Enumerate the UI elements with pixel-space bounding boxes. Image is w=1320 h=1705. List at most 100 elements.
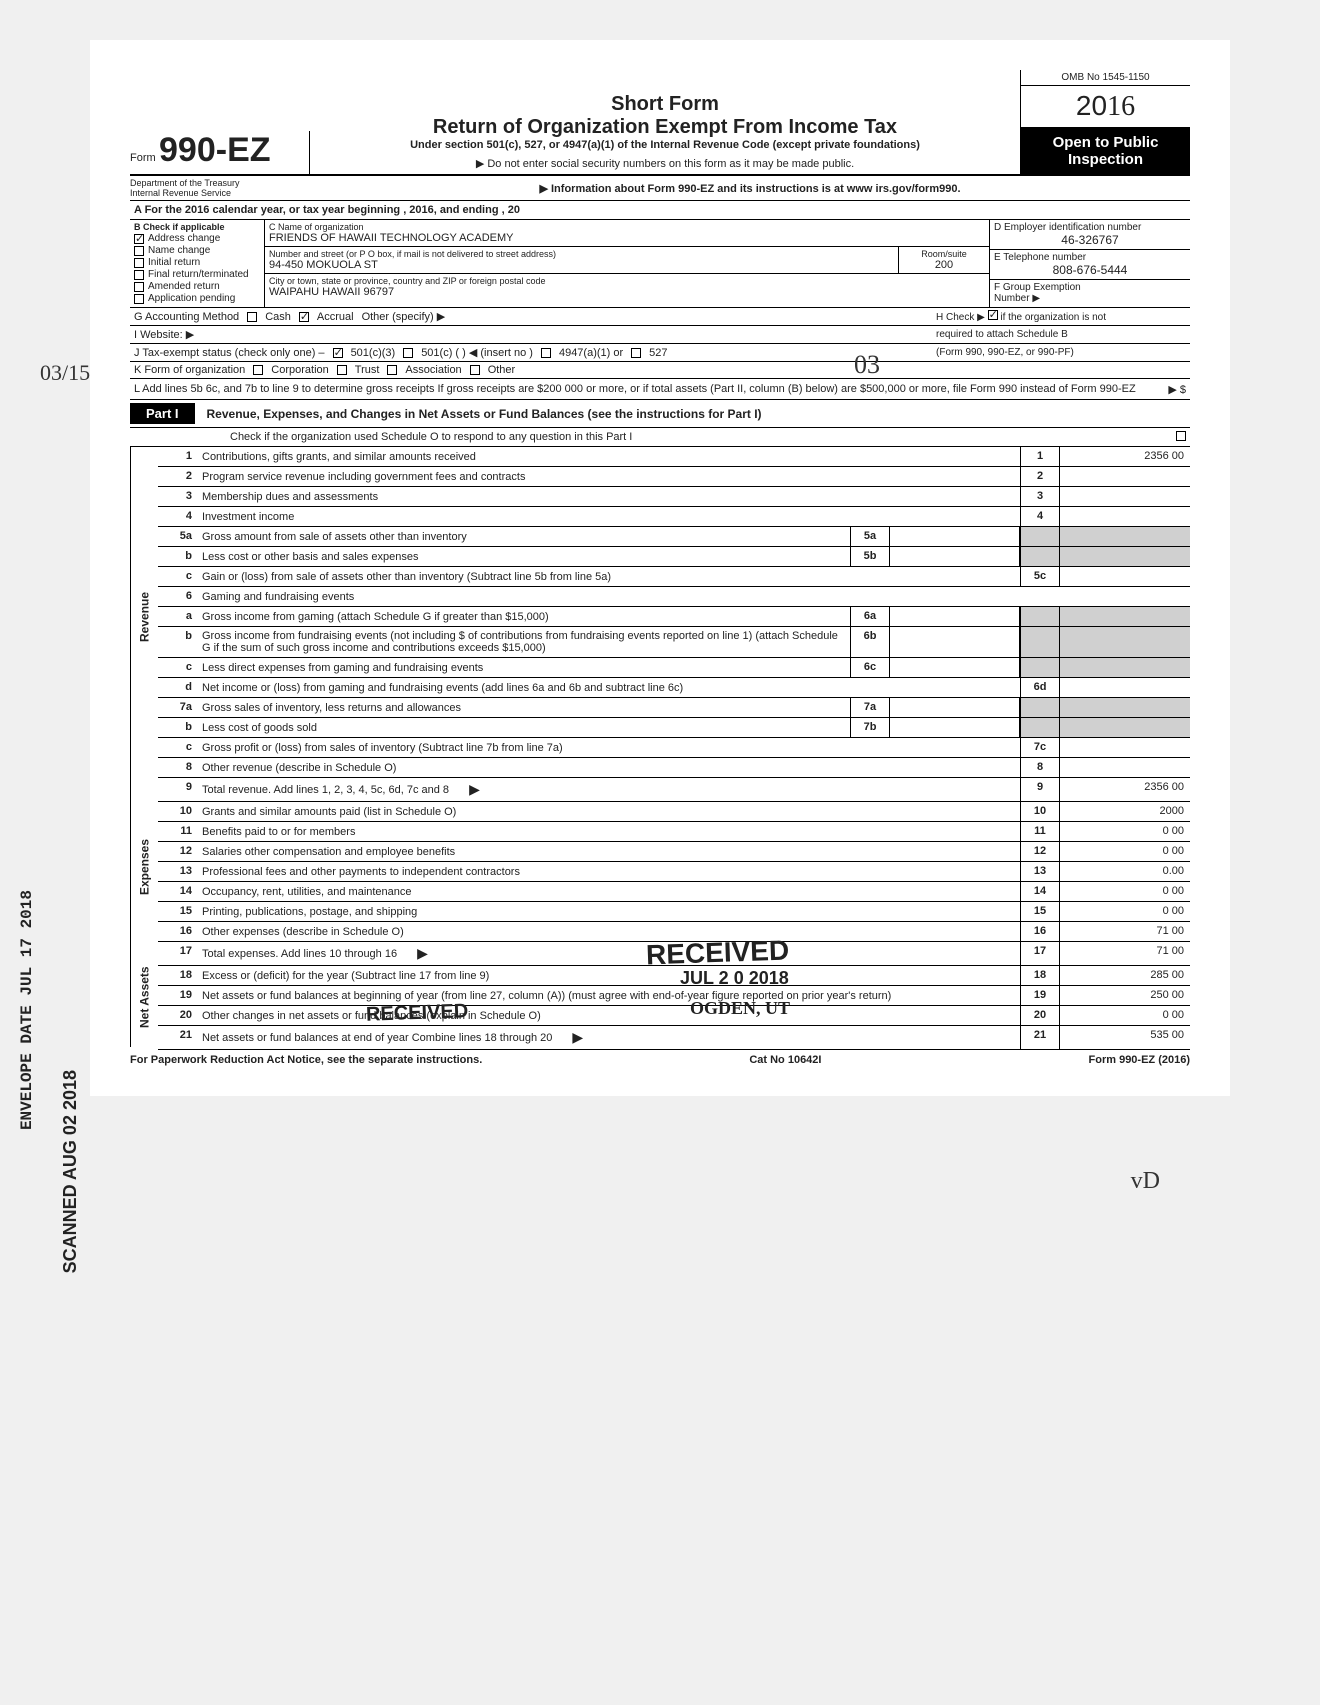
footer-left: For Paperwork Reduction Act Notice, see … <box>130 1054 482 1066</box>
dept-treasury: Department of the Treasury <box>130 178 310 188</box>
mid-line-number: 7b <box>850 718 890 737</box>
cb-trust[interactable] <box>337 365 347 375</box>
mid-line-value <box>890 607 1020 626</box>
form-number: 990-EZ <box>159 131 271 169</box>
line-number: 14 <box>158 882 198 901</box>
line-description: Gross sales of inventory, less returns a… <box>198 698 850 717</box>
cb-527[interactable] <box>631 348 641 358</box>
line-description: Other expenses (describe in Schedule O) <box>198 922 1020 941</box>
end-line-number: 8 <box>1020 758 1060 777</box>
end-line-value <box>1060 678 1190 697</box>
cb-name-change[interactable]: Name change <box>134 245 260 256</box>
line-number: 18 <box>158 966 198 985</box>
line-k-label: K Form of organization <box>134 364 245 376</box>
form-page: Form 990-EZ Short Form Return of Organiz… <box>90 40 1230 1096</box>
line-description: Other changes in net assets or fund bala… <box>198 1006 1020 1025</box>
line-description: Less cost or other basis and sales expen… <box>198 547 850 566</box>
form-line-19: 19Net assets or fund balances at beginni… <box>158 986 1190 1006</box>
cb-amended-return[interactable]: Amended return <box>134 281 260 292</box>
short-form-label: Short Form <box>320 93 1010 116</box>
handwritten-date: 03/15 <box>40 360 90 386</box>
line-h-cont: required to attach Schedule B <box>936 329 1186 340</box>
line-number: 21 <box>158 1026 198 1049</box>
form-line-7a: 7aGross sales of inventory, less returns… <box>158 698 1190 718</box>
end-line-value <box>1060 507 1190 526</box>
scanned-stamp: SCANNED AUG 02 2018 <box>60 1070 81 1273</box>
handwritten-03: 03 <box>854 350 880 380</box>
line-number: 9 <box>158 778 198 801</box>
line-description: Occupancy, rent, utilities, and maintena… <box>198 882 1020 901</box>
line-number: 11 <box>158 822 198 841</box>
form-prefix: Form <box>130 152 156 164</box>
line-number: b <box>158 547 198 566</box>
end-line-value: 2356 00 <box>1060 778 1190 801</box>
cb-accrual[interactable] <box>299 312 309 322</box>
line-description: Investment income <box>198 507 1020 526</box>
cb-address-change[interactable]: Address change <box>134 233 260 244</box>
footer: For Paperwork Reduction Act Notice, see … <box>130 1050 1190 1066</box>
line-number: 16 <box>158 922 198 941</box>
end-line-number: 14 <box>1020 882 1060 901</box>
header-row: Form 990-EZ Short Form Return of Organiz… <box>130 70 1190 176</box>
end-line-value <box>1060 567 1190 586</box>
mid-line-value <box>890 547 1020 566</box>
phone-row: E Telephone number 808-676-5444 <box>990 250 1190 280</box>
line-a: A For the 2016 calendar year, or tax yea… <box>130 201 1190 220</box>
end-line-value: 0 00 <box>1060 882 1190 901</box>
cb-501c[interactable] <box>403 348 413 358</box>
tax-year: 2016 <box>1021 86 1190 128</box>
col-b-header: B Check if applicable <box>134 222 260 232</box>
mid-line-number: 5b <box>850 547 890 566</box>
line-h-cont2: (Form 990, 990-EZ, or 990-PF) <box>936 347 1186 358</box>
form-line-20: 20Other changes in net assets or fund ba… <box>158 1006 1190 1026</box>
org-name-row: C Name of organization FRIENDS OF HAWAII… <box>265 220 989 247</box>
form-line-6: 6Gaming and fundraising events <box>158 587 1190 607</box>
street-row: Number and street (or P O box, if mail i… <box>265 247 989 274</box>
street-label: Number and street (or P O box, if mail i… <box>269 249 894 259</box>
end-line-value: 250 00 <box>1060 986 1190 1005</box>
end-line-value: 71 00 <box>1060 922 1190 941</box>
line-h-label: H Check ▶ <box>936 312 985 323</box>
cb-final-return[interactable]: Final return/terminated <box>134 269 260 280</box>
handwritten-vd: vD <box>1131 1168 1160 1195</box>
line-g: G Accounting Method Cash Accrual Other (… <box>134 310 930 323</box>
cb-initial-return[interactable]: Initial return <box>134 257 260 268</box>
line-j-label: J Tax-exempt status (check only one) – <box>134 347 325 359</box>
form-line-b: bGross income from fundraising events (n… <box>158 627 1190 658</box>
line-g-label: G Accounting Method <box>134 311 239 323</box>
cb-corporation[interactable] <box>253 365 263 375</box>
line-g-i-row: G Accounting Method Cash Accrual Other (… <box>130 308 1190 326</box>
end-box-shaded <box>1020 607 1060 626</box>
line-number: 1 <box>158 447 198 466</box>
cb-501c3[interactable] <box>333 348 343 358</box>
cb-schedule-b[interactable] <box>988 310 998 320</box>
form-line-5a: 5aGross amount from sale of assets other… <box>158 527 1190 547</box>
cb-label: Final return/terminated <box>148 269 249 280</box>
end-line-value: 0 00 <box>1060 902 1190 921</box>
cb-4947[interactable] <box>541 348 551 358</box>
right-header: OMB No 1545-1150 2016 Open to Public Ins… <box>1020 70 1190 174</box>
cb-association[interactable] <box>387 365 397 375</box>
end-box-shaded <box>1020 658 1060 677</box>
cb-application-pending[interactable]: Application pending <box>134 293 260 304</box>
header-info-row: B Check if applicable Address change Nam… <box>130 220 1190 308</box>
line-number: 8 <box>158 758 198 777</box>
end-line-number: 7c <box>1020 738 1060 757</box>
line-description: Less direct expenses from gaming and fun… <box>198 658 850 677</box>
column-c: C Name of organization FRIENDS OF HAWAII… <box>265 220 990 307</box>
cb-cash[interactable] <box>247 312 257 322</box>
open-label: Open to Public <box>1021 134 1190 151</box>
open-public: Open to Public Inspection <box>1021 128 1190 174</box>
cb-other-org[interactable] <box>470 365 480 375</box>
line-number: 10 <box>158 802 198 821</box>
end-line-number: 19 <box>1020 986 1060 1005</box>
end-val-shaded <box>1060 698 1190 717</box>
line-description: Net income or (loss) from gaming and fun… <box>198 678 1020 697</box>
end-line-number: 13 <box>1020 862 1060 881</box>
line-number: 19 <box>158 986 198 1005</box>
cb-schedule-o[interactable] <box>1176 431 1186 441</box>
line-description: Net assets or fund balances at beginning… <box>198 986 1020 1005</box>
line-number: 17 <box>158 942 198 965</box>
note-1: ▶ Do not enter social security numbers o… <box>320 157 1010 170</box>
end-line-number: 11 <box>1020 822 1060 841</box>
